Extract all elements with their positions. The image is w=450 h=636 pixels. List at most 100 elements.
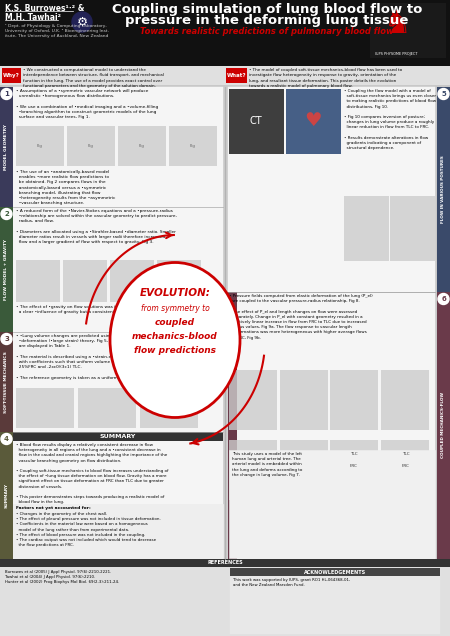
Text: FRC: FRC: [402, 464, 410, 468]
Text: Why?: Why?: [3, 73, 20, 78]
Text: 5: 5: [441, 91, 446, 97]
Text: • The effect of •gravity on flow solutions was investigated, Fig 4 illustrating
: • The effect of •gravity on flow solutio…: [16, 305, 177, 314]
Circle shape: [72, 12, 92, 32]
Text: flow predictions: flow predictions: [134, 346, 216, 355]
Text: • We constructed a computational model to understand the
interdependence between: • We constructed a computational model t…: [23, 68, 164, 88]
Text: • Blood flow results display a relatively consistent decrease in flow
  heteroge: • Blood flow results display a relativel…: [16, 443, 168, 504]
Circle shape: [438, 293, 449, 305]
Bar: [13, 432, 223, 441]
Text: Towards realistic predictions of pulmonary blood flow: Towards realistic predictions of pulmona…: [140, 27, 394, 36]
Text: Fig: Fig: [37, 144, 43, 148]
Text: • The model of coupled soft-tissue mechanics-blood flow has been used to
investi: • The model of coupled soft-tissue mecha…: [249, 68, 402, 88]
Bar: [0, 85, 450, 560]
Text: ¹ Dept. of Physiology & Computing Laboratory,: ¹ Dept. of Physiology & Computing Labora…: [5, 24, 107, 28]
Bar: [13, 504, 223, 558]
Text: What?: What?: [227, 73, 246, 78]
Bar: [280, 370, 328, 430]
Text: Burrowes et al (2005) J Appl Physiol. 97(6):2210-2221.
Tawhai et al (2004) J App: Burrowes et al (2005) J Appl Physiol. 97…: [5, 570, 119, 584]
Bar: [330, 370, 378, 430]
Bar: [63, 260, 107, 302]
Bar: [228, 292, 237, 559]
Bar: [110, 260, 154, 302]
Text: FLOW IN VARIOUS POSTURES: FLOW IN VARIOUS POSTURES: [441, 156, 446, 223]
Text: University of Oxford, U.K. ² Bioengineering Inst-: University of Oxford, U.K. ² Bioengineer…: [5, 29, 109, 33]
Text: REFERENCES: REFERENCES: [207, 560, 243, 565]
Text: mechanics-blood: mechanics-blood: [132, 332, 218, 341]
Bar: [381, 370, 429, 430]
Bar: [0, 0, 450, 66]
Circle shape: [1, 209, 12, 219]
Text: • Coupling the flow model with a model of
  soft-tissue mechanics brings us even: • Coupling the flow model with a model o…: [344, 89, 436, 150]
Text: Fig: Fig: [139, 144, 145, 148]
Text: ⚙: ⚙: [76, 15, 88, 29]
Text: coupled: coupled: [155, 318, 195, 327]
Bar: [229, 450, 435, 558]
Text: FRC: FRC: [350, 464, 358, 468]
Text: Fig: Fig: [190, 144, 196, 148]
Text: 3: 3: [4, 336, 9, 342]
Bar: [78, 388, 136, 428]
Bar: [0, 559, 450, 567]
Bar: [16, 260, 60, 302]
Text: • Assumptions of a •symmetric vascular network will produce
  unrealistic •homog: • Assumptions of a •symmetric vascular n…: [16, 89, 158, 119]
Bar: [13, 87, 223, 559]
Text: Factors not yet accounted for:: Factors not yet accounted for:: [16, 506, 91, 510]
Bar: [0, 87, 13, 207]
Text: pressure in the deforming lung tissue: pressure in the deforming lung tissue: [125, 14, 409, 27]
Ellipse shape: [110, 263, 240, 417]
Text: • Pressure fields computed from elastic deformation of the lung (P_el)
  are cou: • Pressure fields computed from elastic …: [229, 294, 373, 340]
Text: Coupling simulation of lung blood flow to: Coupling simulation of lung blood flow t…: [112, 3, 422, 16]
Text: ♥: ♥: [304, 111, 322, 130]
Bar: [390, 196, 435, 261]
Bar: [0, 332, 13, 432]
Text: SUMMARY: SUMMARY: [100, 434, 136, 439]
Text: FLOW MODEL + GRAVITY: FLOW MODEL + GRAVITY: [4, 239, 9, 300]
Bar: [0, 559, 450, 636]
Circle shape: [1, 434, 12, 445]
Bar: [0, 432, 13, 559]
Text: SOFT-TISSUE MECHANICS: SOFT-TISSUE MECHANICS: [4, 351, 9, 413]
Bar: [169, 126, 217, 166]
Bar: [229, 370, 277, 430]
Text: • Changes in the geometry of the chest wall.
• The effect of pleural pressure wa: • Changes in the geometry of the chest w…: [16, 512, 161, 547]
Bar: [140, 388, 198, 428]
Bar: [370, 3, 446, 58]
Text: • A reduced form of the •Navier-Stokes equations and a •pressure-radius
  •relat: • A reduced form of the •Navier-Stokes e…: [16, 209, 177, 244]
Bar: [230, 568, 440, 576]
Text: 6: 6: [441, 296, 446, 302]
Bar: [228, 87, 435, 559]
Text: from symmetry to: from symmetry to: [140, 304, 209, 313]
Text: This work was supported by IUPS, grant RO1 HL-064368-01,
and the New Zealand Mar: This work was supported by IUPS, grant R…: [233, 578, 350, 587]
Text: 4: 4: [4, 436, 9, 442]
Bar: [2, 68, 21, 83]
Bar: [16, 388, 74, 428]
Bar: [230, 568, 440, 634]
Bar: [229, 89, 284, 154]
Bar: [280, 440, 328, 500]
Text: SUMMARY: SUMMARY: [4, 483, 9, 508]
Text: TLC: TLC: [350, 452, 358, 456]
Text: 1: 1: [4, 91, 9, 97]
Bar: [0, 66, 450, 85]
Text: CT: CT: [250, 116, 262, 126]
Text: K.S. Burrowes¹·² &: K.S. Burrowes¹·² &: [5, 4, 85, 13]
Bar: [344, 196, 389, 261]
Circle shape: [1, 333, 12, 345]
Text: • The use of an •anatomically-based model
  enables •more realistic flow predict: • The use of an •anatomically-based mode…: [16, 170, 115, 205]
Text: itute, The University of Auckland, New Zealand: itute, The University of Auckland, New Z…: [5, 34, 108, 38]
Bar: [157, 260, 201, 302]
Text: This study uses a model of the left
human lung and arterial tree. The
arterial m: This study uses a model of the left huma…: [232, 452, 302, 477]
Bar: [330, 440, 378, 500]
Text: MODEL GEOMETRY: MODEL GEOMETRY: [4, 124, 9, 170]
Bar: [0, 207, 13, 332]
Text: 2: 2: [4, 211, 9, 217]
Bar: [229, 440, 277, 500]
Text: TLC: TLC: [402, 452, 410, 456]
Bar: [118, 126, 166, 166]
Text: IUPS PHYSOME PROJECT: IUPS PHYSOME PROJECT: [375, 52, 418, 56]
Text: ACKNOWLEDGEMENTS: ACKNOWLEDGEMENTS: [304, 569, 366, 574]
Circle shape: [1, 88, 12, 99]
Bar: [437, 87, 450, 292]
Text: M.H. Tawhai²: M.H. Tawhai²: [5, 13, 61, 22]
Text: ♞: ♞: [383, 10, 411, 39]
